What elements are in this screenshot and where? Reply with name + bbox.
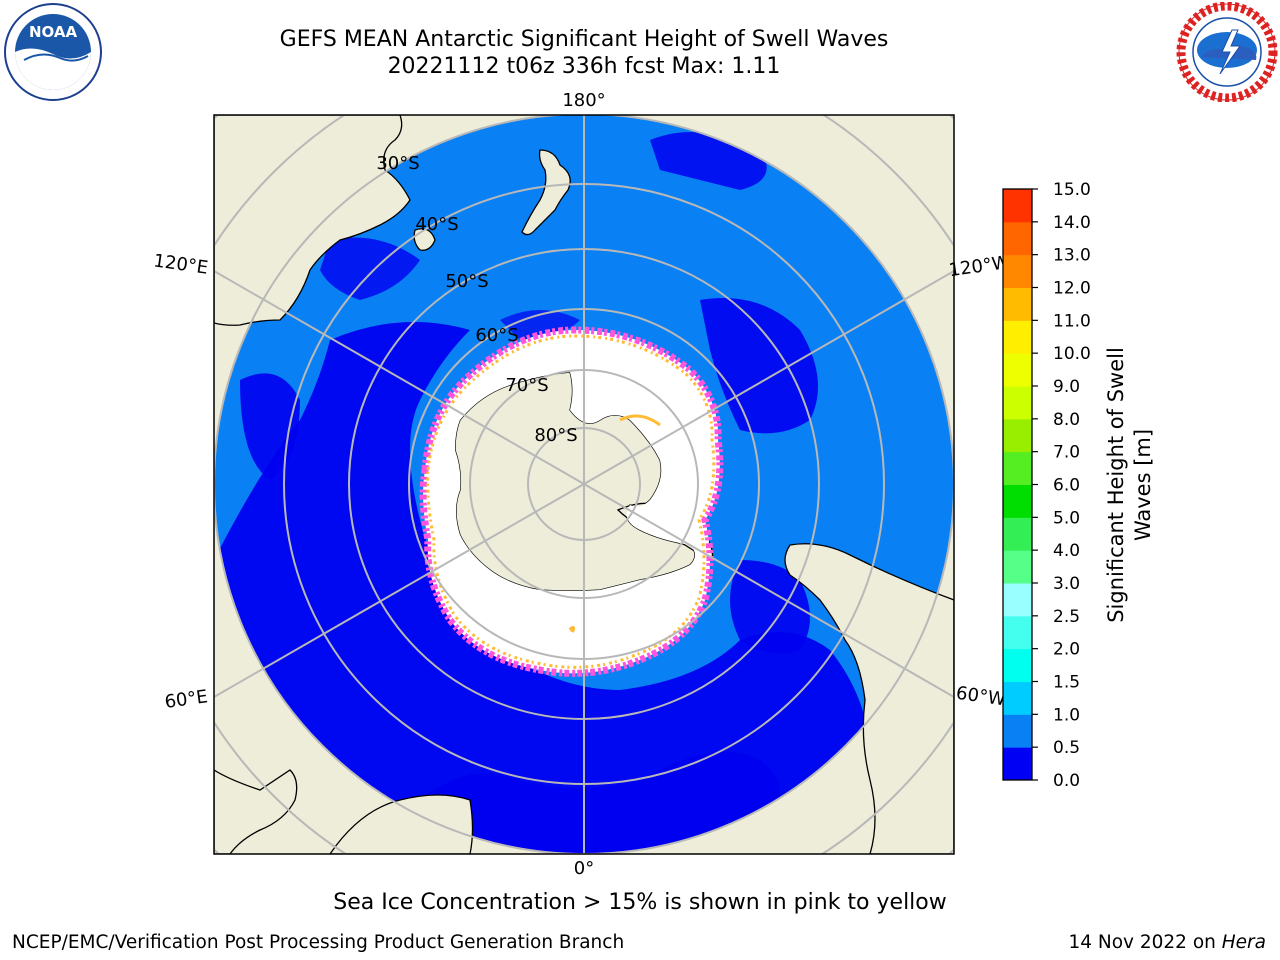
colorbar-cell [1003,221,1032,256]
colorbar-tick-label: 1.0 [1053,705,1080,725]
sea-ice-note: Sea Ice Concentration > 15% is shown in … [333,890,947,915]
colorbar-tick-label: 3.0 [1053,574,1080,594]
colorbar-cell [1003,451,1032,485]
colorbar-cell [1003,517,1032,551]
colorbar-tick-label: 14.0 [1053,213,1091,233]
chart-subtitle-run: 20221112 t06z 336h fcst Max: 1.11 [387,54,781,79]
colorbar-cell [1003,386,1032,420]
colorbar-tick-label: 8.0 [1053,410,1080,430]
colorbar-cell [1003,254,1032,288]
colorbar-tick-label: 11.0 [1053,311,1091,331]
colorbar-cell [1003,418,1032,453]
colorbar-cell [1003,287,1032,321]
colorbar-tick-label: 4.0 [1053,541,1080,561]
footer-date: 14 Nov 2022 on Hera [1068,932,1266,953]
lat-label-80s: 80°S [534,425,577,446]
colorbar-tick-label: 9.0 [1053,377,1080,397]
graticule [214,115,954,854]
colorbar-cell [1003,747,1032,781]
nws-logo [1176,2,1278,102]
colorbar-tick-label: 6.0 [1053,476,1080,496]
colorbar-label-line2: Waves [m] [1131,429,1155,541]
footer-date-text: 14 Nov 2022 on [1068,932,1222,953]
colorbar-tick-label: 13.0 [1053,246,1091,266]
colorbar-tick-label: 12.0 [1053,279,1091,299]
swell-dark-patches [214,132,870,854]
noaa-logo-text: NOAA [29,23,78,41]
colorbar-cell [1003,615,1032,650]
colorbar-cell [1003,583,1032,617]
lat-label-50s: 50°S [445,271,488,292]
colorbar-cell [1003,189,1032,223]
lat-label-30s: 30°S [376,153,419,174]
colorbar-cell [1003,320,1032,354]
footer-host: Hera [1221,932,1266,953]
lon-label-180: 180° [562,90,605,111]
noaa-logo: NOAA [4,3,102,101]
chart-title: GEFS MEAN Antarctic Significant Height o… [279,27,889,52]
colorbar-tick-label: 5.0 [1053,508,1080,528]
colorbar-tick-label: 0.5 [1053,738,1080,758]
colorbar-tick-label: 15.0 [1053,180,1091,200]
colorbar-tick-label: 10.0 [1053,344,1091,364]
colorbar-label-line1: Significant Height of Swell [1104,347,1128,623]
colorbar-tick-label: 7.0 [1053,443,1080,463]
colorbar-cell [1003,714,1032,748]
lat-label-60s: 60°S [475,325,518,346]
colorbar-tick-label: 0.0 [1053,771,1080,791]
colorbar-cell [1003,353,1032,387]
colorbar-cell [1003,484,1032,518]
map-frame [213,114,955,855]
colorbar-frame [1002,188,1033,781]
footer-credit: NCEP/EMC/Verification Post Processing Pr… [12,932,625,953]
lon-label-0: 0° [574,858,594,879]
colorbar-cell [1003,550,1032,584]
lat-label-40s: 40°S [415,214,458,235]
colorbar-cell [1003,648,1032,682]
lat-label-70s: 70°S [505,375,548,396]
colorbar-tick-label: 2.0 [1053,640,1080,660]
colorbar-cell [1003,681,1032,715]
colorbar-tick-label: 1.5 [1053,673,1080,693]
sea-ice [419,326,724,677]
colorbar-tick-label: 2.5 [1053,607,1080,627]
